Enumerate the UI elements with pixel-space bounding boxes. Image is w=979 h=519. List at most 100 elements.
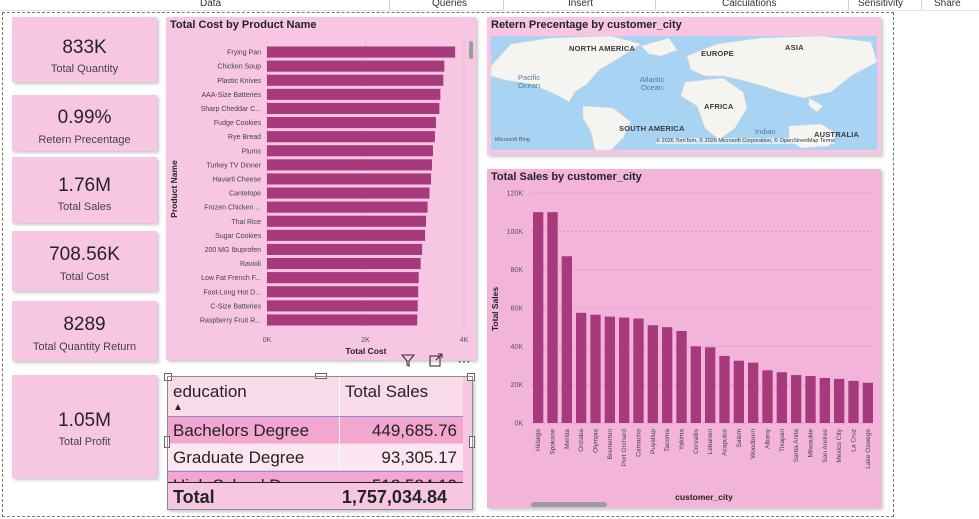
ribbon-tab-share[interactable]: Share [934,0,961,9]
kpi-card-return-percentage[interactable]: 0.99% Retern Precentage [12,95,157,151]
ribbon-tab-sensitivity[interactable]: Sensitivity [858,0,904,9]
bar[interactable] [662,327,673,423]
column-header-education[interactable]: education [173,382,247,401]
bar[interactable] [267,46,456,58]
column-header-total-sales[interactable]: Total Sales [345,382,429,401]
chart-scrollbar[interactable] [531,502,607,507]
table-viewport: education ▲ Total Sales Bachelors Degree… [167,376,473,510]
bar[interactable] [547,212,558,423]
bar[interactable] [647,325,658,423]
kpi-card-total-cost[interactable]: 708.56K Total Cost [12,231,157,291]
bar[interactable] [267,300,418,312]
ribbon-tab-data[interactable]: Data [200,0,222,9]
resize-handle[interactable] [164,436,170,448]
map-attribution[interactable]: © 2026 TomTom, © 2026 Microsoft Corporat… [656,138,835,144]
y-tick-label: 20K [511,382,524,389]
kpi-card-total-sales[interactable]: 1.76M Total Sales [12,157,157,223]
bar[interactable] [604,316,615,423]
bar[interactable] [834,378,845,423]
y-tick-label: Frying Pan [227,50,261,57]
bar[interactable] [267,258,421,270]
resize-handle[interactable] [315,373,327,379]
resize-handle[interactable] [467,373,475,381]
bar[interactable] [267,314,418,326]
bar[interactable] [862,382,873,423]
bar[interactable] [633,318,644,423]
bar[interactable] [576,312,587,423]
education-table-panel[interactable]: education ▲ Total Sales Bachelors Degree… [164,373,475,510]
bar[interactable] [676,331,687,423]
resize-handle[interactable] [469,436,475,448]
y-tick-label: Sugar Cookies [215,233,261,240]
bar[interactable] [267,131,435,143]
product-cost-chart-panel[interactable]: Total Cost by Product Name 0K 2K 4K Frying … [166,17,476,360]
x-tick-label: Mexico City [836,428,843,462]
bar[interactable] [267,215,427,227]
ribbon-tab-insert[interactable]: Insert [568,0,594,9]
kpi-value: 8289 [63,314,106,335]
bar[interactable] [791,375,802,423]
chart-scrollbar[interactable] [469,41,473,59]
x-tick-label: 4K [460,337,469,344]
bar[interactable] [776,372,787,423]
sort-descending-icon[interactable]: ▲ [173,402,183,413]
bar[interactable] [267,102,440,114]
ribbon-tab-calculations[interactable]: Calculations [722,0,777,9]
map-label-australia: AUSTRALIA [814,130,860,139]
kpi-card-total-quantity[interactable]: 833K Total Quantity [12,17,157,82]
x-tick-label: Spokane [550,429,557,455]
bar[interactable] [719,355,730,423]
bar[interactable] [267,60,445,72]
bar[interactable] [848,380,859,423]
bar[interactable] [267,187,430,199]
x-axis-title: Total Cost [346,346,387,356]
bar[interactable] [267,74,444,86]
x-tick-label: Puyallup [650,429,657,454]
sales-city-chart-panel[interactable]: Total Sales by customer_city 0K 20K 40K 60K… [487,169,881,508]
bar[interactable] [561,256,572,423]
bar[interactable] [762,370,773,423]
focus-mode-icon[interactable] [427,353,445,371]
bar[interactable] [819,377,830,423]
bar[interactable] [690,346,701,423]
map-label-europe: EUROPE [701,49,734,58]
bar[interactable] [619,317,630,423]
filter-icon[interactable] [399,353,417,371]
x-tick-label: Olympia [593,429,600,453]
ribbon-separator [921,0,922,10]
table-row[interactable]: Graduate Degree 93,305.17 [167,444,463,470]
bar[interactable] [748,362,759,423]
bar[interactable] [267,243,423,255]
bar[interactable] [267,286,419,298]
bar[interactable] [267,88,441,100]
x-tick-label: Tixapan [779,429,786,452]
bar[interactable] [805,376,816,423]
bar[interactable] [267,272,419,284]
y-tick-label: Ravioli [240,261,261,268]
bar[interactable] [267,145,433,157]
x-tick-label: Port Orchard [621,429,628,467]
bar[interactable] [733,360,744,423]
bar[interactable] [590,314,601,423]
world-map[interactable]: NORTH AMERICA EUROPE ASIA AFRICA SOUTH A… [491,36,877,150]
bar[interactable] [705,347,716,423]
y-tick-label: Frozen Chicken ... [204,205,261,212]
bar[interactable] [267,117,436,129]
kpi-card-total-profit[interactable]: 1.05M Total Profit [12,375,157,478]
kpi-label: Total Cost [60,271,109,283]
table-row[interactable]: Bachelors Degree 449,685.76 [167,417,463,443]
resize-handle[interactable] [164,373,172,381]
bar[interactable] [267,201,428,213]
bar[interactable] [267,173,432,185]
ribbon-tab-queries[interactable]: Queries [432,0,468,9]
bar[interactable] [267,229,426,241]
kpi-value: 1.76M [58,175,111,196]
more-options-icon[interactable]: ⋯ [457,354,471,369]
ribbon-separator [389,0,390,10]
bar[interactable] [267,159,432,171]
bar[interactable] [533,212,544,423]
kpi-card-total-quantity-return[interactable]: 8289 Total Quantity Return [12,301,157,361]
x-tick-label: 2K [361,337,370,344]
map-panel[interactable]: Retern Precentage by customer_city NORTH… [487,17,881,155]
x-axis-title: customer_city [675,492,733,502]
